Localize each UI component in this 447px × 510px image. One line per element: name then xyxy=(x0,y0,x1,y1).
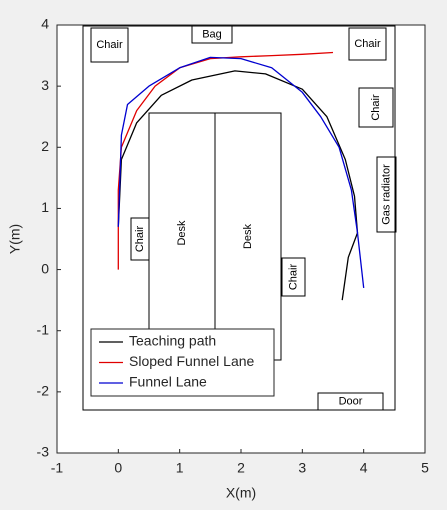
legend-label: Teaching path xyxy=(129,333,216,349)
furniture-label: Bag xyxy=(202,28,222,40)
y-tick-label: -2 xyxy=(37,383,50,399)
y-tick-label: -3 xyxy=(37,444,50,460)
furniture-box xyxy=(281,257,306,297)
x-tick-label: 5 xyxy=(421,460,429,476)
furniture-label: Chair xyxy=(354,38,381,50)
furniture-label: Chair xyxy=(134,226,146,253)
y-tick-label: 1 xyxy=(41,199,49,215)
x-tick-label: 1 xyxy=(176,460,184,476)
y-tick-label: 4 xyxy=(41,16,49,32)
legend-label: Sloped Funnel Lane xyxy=(129,353,255,369)
x-tick-label: 4 xyxy=(360,460,368,476)
series-line xyxy=(117,56,365,288)
furniture-box xyxy=(90,27,129,63)
furniture-label: Desk xyxy=(242,223,254,249)
furniture-box xyxy=(376,156,397,233)
x-tick-label: 0 xyxy=(114,460,122,476)
x-tick-label: -1 xyxy=(51,460,64,476)
x-tick-label: 2 xyxy=(237,460,245,476)
x-axis-label: X(m) xyxy=(226,485,256,501)
furniture-box xyxy=(317,392,384,411)
furniture-box xyxy=(358,87,394,128)
furniture-label: Chair xyxy=(287,264,299,291)
furniture-label: Door xyxy=(339,395,363,407)
lines xyxy=(117,51,365,301)
legend-label: Funnel Lane xyxy=(129,374,207,390)
x-tick-label: 3 xyxy=(298,460,306,476)
furniture-label: Desk xyxy=(176,220,188,246)
y-tick-label: 2 xyxy=(41,138,49,154)
room-outline xyxy=(82,25,396,411)
furniture-box xyxy=(348,27,387,61)
y-tick-label: -1 xyxy=(37,321,50,337)
y-axis-label: Y(m) xyxy=(7,224,23,254)
furniture-label: Gas radiator xyxy=(380,164,392,225)
furniture-box xyxy=(191,25,233,44)
furniture-label: Chair xyxy=(96,39,123,51)
y-tick-label: 3 xyxy=(41,77,49,93)
y-tick-label: 0 xyxy=(41,260,49,276)
furniture-box xyxy=(130,217,150,261)
room-layout: Chair Bag Chair Chair Gas radiator Desk Desk Ch… xyxy=(82,25,397,411)
legend: Teaching path Sloped Funnel Lane Funnel La… xyxy=(90,328,275,397)
furniture-label: Chair xyxy=(370,94,382,121)
